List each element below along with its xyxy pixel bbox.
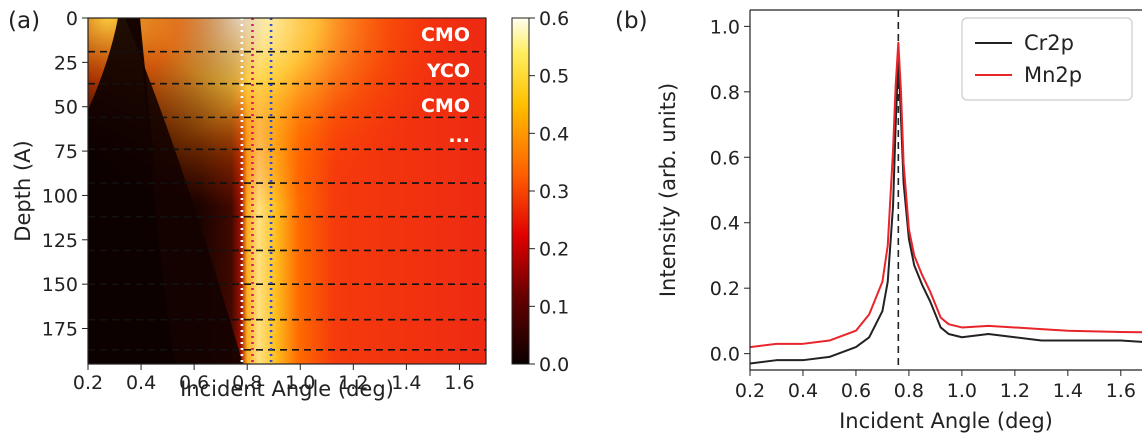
colorbar-tick-label: 0.0	[539, 354, 569, 376]
legend-label-cr2p: Cr2p	[1024, 31, 1074, 55]
x-tick-label-b: 0.2	[735, 380, 765, 402]
x-tick-label-a: 0.8	[232, 372, 262, 394]
x-tick-label-a: 1.4	[391, 372, 421, 394]
x-tick-label-a: 1.2	[338, 372, 368, 394]
colorbar-tick-label: 0.5	[539, 66, 569, 88]
y-axis-label-b: Intensity (arb. units)	[656, 83, 680, 297]
y-tick-label-b: 0.6	[710, 147, 740, 169]
x-tick-label-a: 0.4	[126, 372, 156, 394]
layer-label-ellipsis: ...	[448, 125, 470, 147]
colorbar-ticks: 0.0 0.1 0.2 0.3 0.4 0.5 0.6	[529, 8, 569, 376]
x-tick-label-a: 1.0	[285, 372, 315, 394]
colorbar-tick-label: 0.6	[539, 8, 569, 30]
y-tick-label-a: 175	[42, 319, 78, 341]
x-tick-label-b: 1.4	[1053, 380, 1083, 402]
vertical-markers	[240, 18, 273, 364]
x-axis-label-a: Incident Angle (deg)	[180, 377, 394, 401]
heatmap-a	[88, 18, 486, 364]
y-axis-label-a: Depth (A)	[11, 140, 35, 241]
y-tick-label-a: 75	[54, 141, 78, 163]
heatmap-dark-wedge	[88, 18, 175, 364]
x-tick-label-a: 1.6	[444, 372, 474, 394]
x-tick-label-b: 0.4	[788, 380, 818, 402]
y-tick-label-a: 50	[54, 97, 78, 119]
colorbar-tick-label: 0.2	[539, 239, 569, 261]
colorbar-tick-label: 0.3	[539, 181, 569, 203]
series-line-cr2p	[750, 54, 1142, 365]
series-lines	[750, 41, 1142, 365]
panel-b-label: (b)	[615, 8, 648, 34]
x-tick-label-b: 1.2	[1000, 380, 1030, 402]
line-plot-b	[750, 10, 1142, 370]
y-tick-label-a: 0	[66, 8, 78, 30]
y-tick-label-a: 125	[42, 230, 78, 252]
y-tick-label-b: 0.2	[710, 278, 740, 300]
heatmap-dark-band	[125, 18, 243, 364]
x-tick-label-b: 1.6	[1106, 380, 1136, 402]
layer-label-cmo-1: CMO	[421, 24, 470, 46]
colorbar-tick-label: 0.4	[539, 123, 569, 145]
colorbar	[511, 17, 530, 365]
layer-boundaries	[88, 50, 486, 351]
x-axis-label-b: Incident Angle (deg)	[839, 409, 1053, 433]
layer-label-yco: YCO	[426, 60, 470, 82]
x-tick-label-b: 0.8	[894, 380, 924, 402]
axes-b: 0.2 0.4 0.6 0.8 1.0 1.2 1.4 1.6 0.0 0.2 0.4 0.6 0.8 1…	[710, 16, 1136, 402]
x-tick-label-a: 0.6	[179, 372, 209, 394]
heatmap-frame	[87, 17, 487, 365]
y-tick-label-a: 100	[42, 185, 78, 207]
legend-label-mn2p: Mn2p	[1024, 63, 1082, 87]
y-tick-label-a: 150	[42, 274, 78, 296]
y-tick-label-b: 0.4	[710, 213, 740, 235]
y-tick-label-b: 0.8	[710, 82, 740, 104]
y-tick-label-b: 1.0	[710, 16, 740, 38]
layer-label-cmo-2: CMO	[421, 95, 470, 117]
axes-a: 0.2 0.4 0.6 0.8 1.0 1.2 1.4 1.6 0 25 50 75 100 125 150…	[42, 8, 475, 394]
y-tick-label-b: 0.0	[710, 344, 740, 366]
y-tick-label-a: 25	[54, 52, 78, 74]
legend: Cr2p Mn2p	[961, 17, 1133, 101]
series-line-mn2p	[750, 41, 1142, 349]
legend-box	[961, 17, 1133, 101]
colorbar-tick-label: 0.1	[539, 296, 569, 318]
x-tick-label-b: 1.0	[947, 380, 977, 402]
legend-items: Cr2p Mn2p	[975, 31, 1082, 87]
x-tick-label-a: 0.2	[73, 372, 103, 394]
panel-a-label: (a)	[8, 8, 40, 34]
x-tick-label-b: 0.6	[841, 380, 871, 402]
